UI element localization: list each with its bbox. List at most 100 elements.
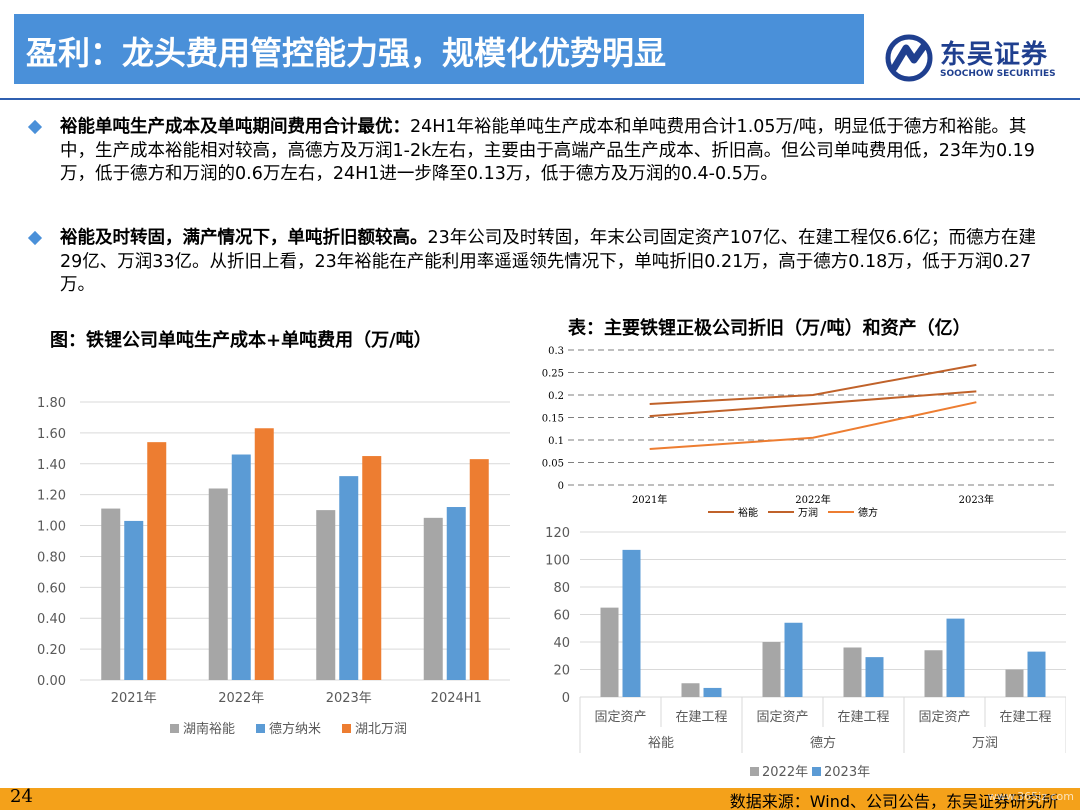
y-tick-label: 0.05 <box>542 459 564 470</box>
y-tick-label: 0.25 <box>542 369 564 380</box>
bar-2022年 <box>843 647 862 697</box>
x-tick-label: 2022年 <box>795 493 830 506</box>
title-bar: 盈利：龙头费用管控能力强，规模化优势明显 <box>14 14 864 84</box>
bar-湖南裕能 <box>208 488 228 680</box>
y-tick-label: 0.60 <box>37 581 66 596</box>
x-tick-label: 2023年 <box>959 493 994 506</box>
line-万润 <box>649 363 977 405</box>
soochow-logo-icon <box>885 34 933 82</box>
bar-湖南裕能 <box>316 510 336 680</box>
y-tick-label: 120 <box>545 526 570 541</box>
group-label: 万润 <box>972 736 998 751</box>
x-tick-label: 2021年 <box>111 691 157 706</box>
legend-swatch <box>750 767 759 776</box>
legend-swatch <box>170 724 179 733</box>
y-tick-label: 40 <box>553 636 570 651</box>
y-tick-label: 1.40 <box>37 458 66 473</box>
bar-2023年 <box>622 549 641 697</box>
watermark: www.365jz.com <box>987 790 1074 803</box>
legend-label: 德方纳米 <box>269 721 321 737</box>
y-tick-label: 0 <box>562 691 570 706</box>
bullet-2-lead: 裕能及时转固，满产情况下，单吨折旧额较高。 <box>60 228 428 248</box>
depreciation-chart-title: 表：主要铁锂正极公司折旧（万/吨）和资产（亿） <box>568 318 971 339</box>
bar-德方纳米 <box>231 454 251 680</box>
y-tick-label: 0.40 <box>37 612 66 627</box>
bar-2023年 <box>865 657 884 697</box>
group-label: 裕能 <box>648 736 674 751</box>
company-logo: 东吴证券 SOOCHOW SECURITIES <box>884 34 1074 82</box>
bar-2023年 <box>946 618 965 697</box>
legend-label: 湖南裕能 <box>183 721 235 737</box>
legend-label: 德方 <box>858 506 878 519</box>
bar-2022年 <box>762 642 781 697</box>
bar-2023年 <box>784 622 803 697</box>
bar-德方纳米 <box>446 507 466 680</box>
cost-bar-chart: 0.00 0.20 0.40 0.60 0.80 1.00 1.20 1.40 1.60 1.80… <box>37 396 510 737</box>
y-tick-label: 0.20 <box>37 643 66 658</box>
x-tick-label: 在建工程 <box>999 710 1051 725</box>
bullet-1-text: 24H1年裕能单吨生产成本和单吨费用合计1.05万/吨，明显低于德方和裕能。其中… <box>60 117 1035 184</box>
x-tick-label: 固定资产 <box>918 710 970 725</box>
header-divider <box>0 98 1080 100</box>
legend-label: 2022年 <box>762 765 808 780</box>
assets-bar-chart: 0 20 40 60 80 100 120 固定资产 在建工程 固定资产 在建工程 固定资产 在建工程裕… <box>545 526 1066 780</box>
x-tick-label: 2023年 <box>326 691 372 706</box>
y-tick-label: 0.1 <box>548 436 564 447</box>
logo-subtitle: SOOCHOW SECURITIES <box>940 69 1056 79</box>
x-tick-label: 2021年 <box>632 493 667 506</box>
logo-name: 东吴证券 <box>940 40 1049 70</box>
cost-chart-title: 图：铁锂公司单吨生产成本+单吨费用（万/吨） <box>50 330 432 351</box>
bullet-1: 裕能单吨生产成本及单吨期间费用合计最优：24H1年裕能单吨生产成本和单吨费用合计… <box>27 116 1055 187</box>
legend-swatch <box>812 767 821 776</box>
x-tick-label: 固定资产 <box>594 710 646 725</box>
bar-2022年 <box>600 607 619 697</box>
bar-德方纳米 <box>339 476 359 680</box>
bar-2023年 <box>703 687 722 697</box>
y-tick-label: 0 <box>558 481 564 492</box>
bar-湖北万润 <box>469 459 489 680</box>
bar-湖北万润 <box>362 456 382 680</box>
legend-swatch <box>256 724 265 733</box>
legend-swatch <box>342 724 351 733</box>
y-tick-label: 0.15 <box>542 414 564 425</box>
y-tick-label: 1.80 <box>37 396 66 411</box>
source-note: 数据来源：Wind、公司公告，东吴证券研究所 <box>729 792 1058 811</box>
legend-label: 2023年 <box>824 765 870 780</box>
bar-2022年 <box>1005 669 1024 697</box>
x-tick-label: 2022年 <box>218 691 264 706</box>
page-number: 24 <box>10 786 33 807</box>
bar-2023年 <box>1027 651 1046 697</box>
bar-湖北万润 <box>147 442 167 680</box>
legend-label: 裕能 <box>738 506 758 519</box>
diamond-bullet-icon <box>27 119 43 135</box>
bar-湖北万润 <box>254 428 274 680</box>
bar-德方纳米 <box>124 520 144 680</box>
y-tick-label: 20 <box>553 664 570 679</box>
footer-bar <box>0 788 1080 810</box>
y-tick-label: 0.2 <box>548 391 564 402</box>
y-tick-label: 60 <box>553 609 570 624</box>
bullet-2: 裕能及时转固，满产情况下，单吨折旧额较高。23年公司及时转固，年末公司固定资产1… <box>27 227 1055 298</box>
bar-湖南裕能 <box>423 517 443 680</box>
y-tick-label: 0.3 <box>548 346 564 357</box>
x-tick-label: 在建工程 <box>837 710 889 725</box>
bullet-2-text: 23年公司及时转固，年末公司固定资产107亿、在建工程仅6.6亿；而德方在建29… <box>60 228 1036 295</box>
legend-label: 万润 <box>798 506 818 519</box>
group-label: 德方 <box>810 735 836 751</box>
bar-湖南裕能 <box>101 508 121 680</box>
legend-label: 湖北万润 <box>355 722 407 737</box>
y-tick-label: 1.00 <box>37 520 66 535</box>
y-tick-label: 1.60 <box>37 427 66 442</box>
line-裕能 <box>649 390 977 418</box>
bullet-1-lead: 裕能单吨生产成本及单吨期间费用合计最优： <box>60 117 410 137</box>
line-德方 <box>649 401 977 450</box>
y-tick-label: 0.80 <box>37 550 66 565</box>
y-tick-label: 100 <box>545 554 570 569</box>
y-tick-label: 0.00 <box>37 674 66 689</box>
y-tick-label: 1.20 <box>37 489 66 504</box>
page-title: 盈利：龙头费用管控能力强，规模化优势明显 <box>26 34 667 72</box>
x-tick-label: 在建工程 <box>675 710 727 725</box>
bar-2022年 <box>924 650 943 697</box>
x-tick-label: 固定资产 <box>756 710 808 725</box>
